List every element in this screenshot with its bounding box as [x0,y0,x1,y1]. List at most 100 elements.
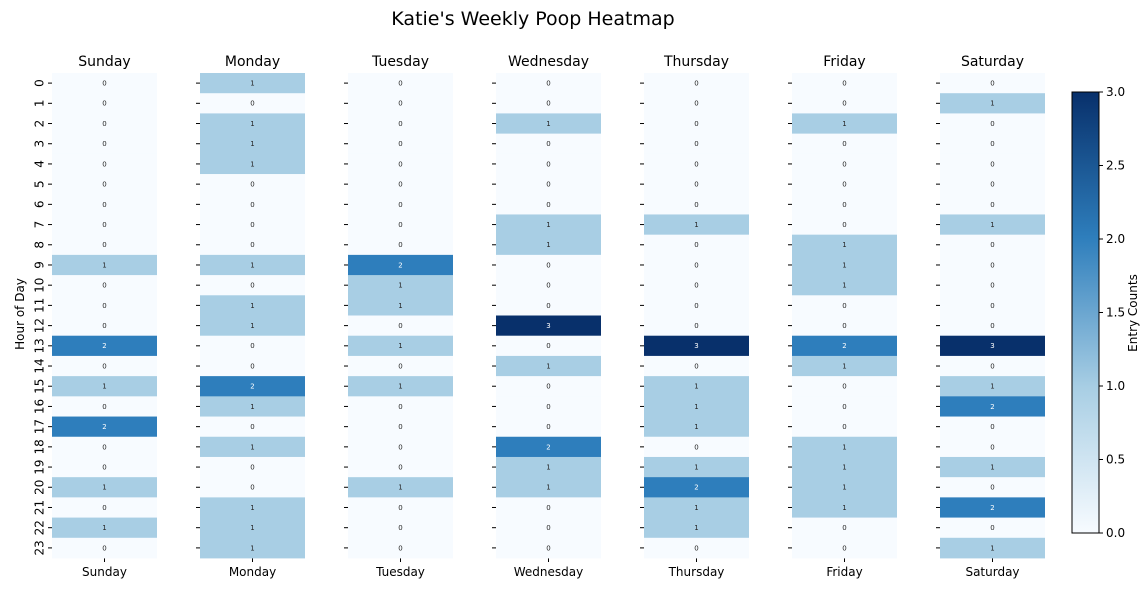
cell-value-label: 1 [694,463,698,471]
heatmap-cell [496,355,601,377]
x-tick-label: Thursday [668,565,725,579]
cell-value-label: 1 [102,524,106,532]
heatmap-cell [200,174,305,195]
heatmap-cell [644,315,749,337]
heatmap-cell [200,214,305,236]
cell-value-label: 1 [102,261,106,269]
cell-value-label: 2 [546,443,550,451]
cell-value-label: 2 [694,484,698,492]
cell-value-label: 0 [398,322,402,330]
cell-value-label: 1 [694,403,698,411]
cell-value-label: 0 [102,403,106,411]
cell-value-label: 0 [546,261,550,269]
cell-value-label: 0 [990,443,994,451]
cell-value-label: 0 [842,403,846,411]
cell-value-label: 0 [398,80,402,88]
heatmap-cell [940,295,1045,316]
cell-value-label: 2 [842,342,846,350]
cell-value-label: 0 [546,342,550,350]
cell-value-label: 0 [102,80,106,88]
heatmap-cell [348,174,453,195]
heatmap-cell [496,335,601,357]
cell-value-label: 1 [842,504,846,512]
cell-value-label: 0 [694,302,698,310]
chart-title: Katie's Weekly Poop Heatmap [391,8,674,30]
heatmap-cell [792,73,897,94]
y-tick-label: 8 [33,241,47,249]
heatmap-cell [348,93,453,114]
cell-value-label: 0 [398,403,402,411]
cell-value-label: 0 [250,423,254,431]
heatmap-cell [940,254,1045,276]
cell-value-label: 1 [102,383,106,391]
cell-value-label: 0 [694,261,698,269]
heatmap-cell [496,133,601,155]
cell-value-label: 0 [842,80,846,88]
cell-value-label: 0 [398,423,402,431]
day-panels: SundaySunday0001020304050607081901001101… [33,54,1045,579]
day-panel-sunday: SundaySunday0001020304050607081901001101… [33,54,157,579]
cell-value-label: 0 [694,362,698,370]
cell-value-label: 0 [250,484,254,492]
heatmap-cell [644,355,749,377]
heatmap-cell [496,174,601,195]
cell-value-label: 2 [102,342,106,350]
cell-value-label: 0 [546,524,550,532]
heatmap-cell [348,537,453,559]
cell-value-label: 1 [546,484,550,492]
cell-value-label: 0 [842,100,846,108]
cell-value-label: 0 [990,302,994,310]
cell-value-label: 0 [250,100,254,108]
heatmap-cell [792,133,897,155]
y-tick-label: 17 [33,419,47,434]
cell-value-label: 0 [102,120,106,128]
cell-value-label: 0 [102,140,106,148]
heatmap-cell [792,93,897,114]
heatmap-cell [52,194,157,215]
cell-value-label: 1 [398,302,402,310]
cell-value-label: 0 [398,524,402,532]
cell-value-label: 0 [842,524,846,532]
y-tick-label: 19 [33,459,47,474]
cell-value-label: 0 [250,181,254,189]
cell-value-label: 0 [546,160,550,168]
heatmap-cell [200,133,305,155]
heatmap-cell [940,93,1045,114]
cell-value-label: 0 [842,302,846,310]
heatmap-cell [348,517,453,539]
cell-value-label: 0 [398,544,402,552]
cell-value-label: 1 [842,443,846,451]
heatmap-cell [496,517,601,539]
cell-value-label: 0 [398,140,402,148]
heatmap-cell [52,456,157,478]
day-panel-thursday: Thursday Thursday 0 0 0 0 0 0 0 1 0 0 0 0 0 3 0 1 1 1 0 1 2 1 1 0 [640,54,749,579]
heatmap-cell [52,436,157,458]
cell-value-label: 0 [546,181,550,189]
cell-value-label: 1 [546,463,550,471]
panel-title: Friday [823,54,865,70]
cell-value-label: 0 [102,100,106,108]
cell-value-label: 1 [250,443,254,451]
cell-value-label: 0 [398,100,402,108]
heatmap-cell [52,335,157,357]
y-tick-label: 16 [33,399,47,414]
cell-value-label: 0 [990,362,994,370]
heatmap-cell [792,174,897,195]
cell-value-label: 0 [694,241,698,249]
heatmap-cell [792,416,897,438]
heatmap-cell [792,477,897,498]
heatmap-cell [496,396,601,417]
heatmap-cell [348,335,453,357]
y-tick-label: 6 [33,201,47,209]
cell-value-label: 1 [990,221,994,229]
cell-value-label: 3 [694,342,698,350]
heatmap-cell [496,436,601,458]
panel-title: Sunday [78,54,130,70]
heatmap-cell [348,73,453,94]
heatmap-cell [940,416,1045,438]
cell-value-label: 1 [250,544,254,552]
heatmap-cell [52,254,157,276]
cell-value-label: 0 [250,362,254,370]
heatmap-cell [200,376,305,397]
y-tick-label: 20 [33,480,47,495]
